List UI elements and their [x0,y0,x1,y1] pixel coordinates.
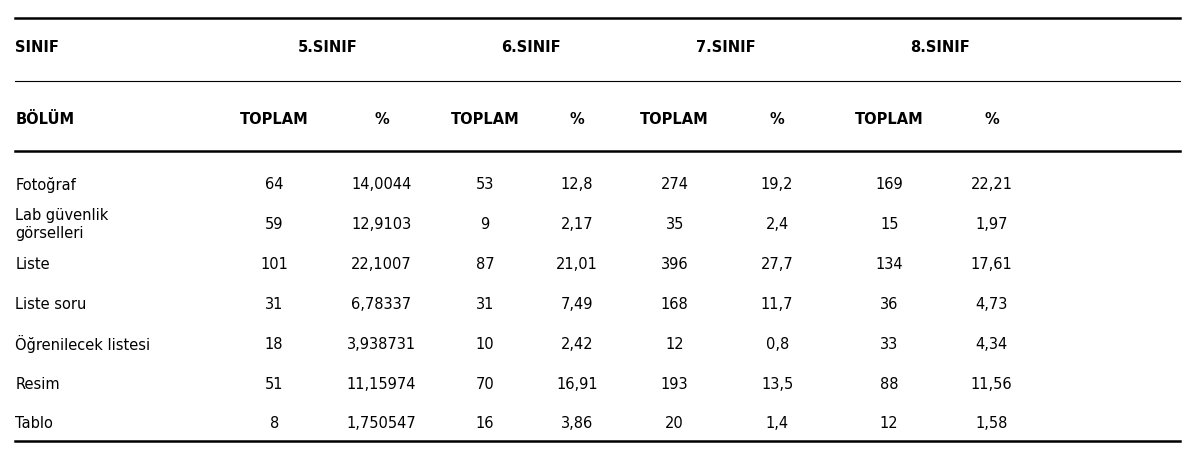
Text: 51: 51 [265,377,284,391]
Text: 8: 8 [269,416,279,432]
Text: 3,938731: 3,938731 [347,337,416,352]
Text: 168: 168 [660,297,689,312]
Text: 5.SINIF: 5.SINIF [298,40,358,55]
Text: Öğrenilecek listesi: Öğrenilecek listesi [15,335,150,353]
Text: 8.SINIF: 8.SINIF [911,40,970,55]
Text: 134: 134 [875,257,904,272]
Text: 1,58: 1,58 [975,416,1008,432]
Text: 7.SINIF: 7.SINIF [696,40,756,55]
Text: Resim: Resim [15,377,60,391]
Text: 3,86: 3,86 [560,416,594,432]
Text: 27,7: 27,7 [760,257,794,272]
Text: 17,61: 17,61 [970,257,1013,272]
Text: 16,91: 16,91 [557,377,597,391]
Text: 2,42: 2,42 [560,337,594,352]
Text: 4,34: 4,34 [975,337,1008,352]
Text: Lab güvenlik
görselleri: Lab güvenlik görselleri [15,208,108,241]
Text: TOPLAM: TOPLAM [451,112,520,127]
Text: 11,7: 11,7 [760,297,794,312]
Text: 169: 169 [875,177,904,193]
Text: 0,8: 0,8 [765,337,789,352]
Text: 18: 18 [265,337,284,352]
Text: 12: 12 [665,337,684,352]
Text: 20: 20 [665,416,684,432]
Text: 11,56: 11,56 [971,377,1012,391]
Text: Liste soru: Liste soru [15,297,87,312]
Text: 19,2: 19,2 [760,177,794,193]
Text: 64: 64 [265,177,284,193]
Text: 87: 87 [476,257,495,272]
Text: 193: 193 [660,377,689,391]
Text: 59: 59 [265,217,284,232]
Text: %: % [770,112,784,127]
Text: 70: 70 [476,377,495,391]
Text: 6.SINIF: 6.SINIF [501,40,561,55]
Text: 35: 35 [665,217,684,232]
Text: Fotoğraf: Fotoğraf [15,177,76,193]
Text: Tablo: Tablo [15,416,54,432]
Text: 4,73: 4,73 [975,297,1008,312]
Text: 274: 274 [660,177,689,193]
Text: 12,9103: 12,9103 [352,217,411,232]
Text: 16: 16 [476,416,495,432]
Text: 12: 12 [880,416,899,432]
Text: %: % [374,112,389,127]
Text: 7,49: 7,49 [560,297,594,312]
Text: 22,21: 22,21 [970,177,1013,193]
Text: 1,4: 1,4 [765,416,789,432]
Text: 1,750547: 1,750547 [347,416,416,432]
Text: 1,97: 1,97 [975,217,1008,232]
Text: 101: 101 [260,257,288,272]
Text: TOPLAM: TOPLAM [855,112,924,127]
Text: %: % [570,112,584,127]
Text: 53: 53 [476,177,495,193]
Text: 12,8: 12,8 [560,177,594,193]
Text: Liste: Liste [15,257,50,272]
Text: 22,1007: 22,1007 [352,257,411,272]
Text: TOPLAM: TOPLAM [640,112,709,127]
Text: 396: 396 [660,257,689,272]
Text: 2,17: 2,17 [560,217,594,232]
Text: 33: 33 [880,337,899,352]
Text: 10: 10 [476,337,495,352]
Text: 15: 15 [880,217,899,232]
Text: BÖLÜM: BÖLÜM [15,112,75,127]
Text: 2,4: 2,4 [765,217,789,232]
Text: 6,78337: 6,78337 [352,297,411,312]
Text: 13,5: 13,5 [760,377,794,391]
Text: 31: 31 [476,297,495,312]
Text: 36: 36 [880,297,899,312]
Text: %: % [985,112,999,127]
Text: 9: 9 [480,217,490,232]
Text: 88: 88 [880,377,899,391]
Text: 11,15974: 11,15974 [347,377,416,391]
Text: TOPLAM: TOPLAM [240,112,309,127]
Text: SINIF: SINIF [15,40,60,55]
Text: 31: 31 [265,297,284,312]
Text: 21,01: 21,01 [555,257,598,272]
Text: 14,0044: 14,0044 [352,177,411,193]
